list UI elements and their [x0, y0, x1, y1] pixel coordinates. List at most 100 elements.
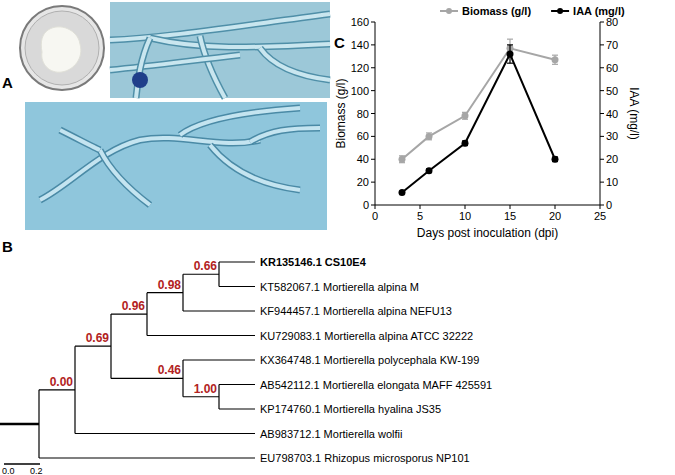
- y2-axis-label: IAA (mg/l): [627, 87, 641, 140]
- tree-branch: [219, 384, 255, 385]
- error-bar: [399, 156, 405, 163]
- y-tick-label: 100: [351, 85, 369, 97]
- x-axis-label: Days post inoculation (dpi): [417, 226, 558, 240]
- y2-tick-label: 40: [606, 108, 618, 120]
- hypha: [260, 48, 330, 80]
- y2-tick-label: 10: [606, 176, 618, 188]
- error-bar-cap: [507, 44, 513, 45]
- legend-marker: [446, 8, 452, 14]
- plot-area: [399, 39, 559, 196]
- colony: [41, 27, 81, 72]
- marker: [426, 133, 433, 140]
- error-bar: [426, 133, 432, 140]
- y2-tick: [600, 44, 604, 45]
- tree-branch: [147, 335, 255, 336]
- y-tick-label: 80: [357, 108, 369, 120]
- marker: [426, 167, 433, 174]
- hypha-outline: [60, 130, 100, 150]
- panel-label: C: [334, 34, 345, 51]
- hypha-outline: [110, 14, 330, 40]
- tree-branch: [75, 433, 255, 434]
- hypha: [136, 38, 150, 98]
- scale-label: 0.2: [30, 466, 43, 475]
- legend-marker: [557, 8, 563, 14]
- tree-root: [0, 423, 39, 426]
- y-tick: [371, 22, 375, 23]
- scale-bar: [4, 463, 40, 465]
- marker: [462, 112, 469, 119]
- leaf-label: KP174760.1 Mortierella hyalina JS35: [260, 403, 441, 415]
- x-axis: [375, 205, 600, 206]
- tree-branch: [219, 286, 255, 287]
- y2-tick: [600, 159, 604, 160]
- y2-tick: [600, 22, 604, 23]
- hypha: [250, 128, 320, 142]
- hypha-outline: [200, 36, 225, 98]
- hypha: [100, 150, 150, 205]
- tree-branch: [111, 378, 183, 379]
- x-tick-label: 15: [504, 210, 516, 222]
- marker: [552, 56, 559, 63]
- error-bar-cap: [552, 55, 558, 56]
- y-tick-label: 140: [351, 39, 369, 51]
- legend-label: IAA (mg/l): [573, 5, 625, 17]
- panel-label: A: [2, 74, 13, 91]
- hypha: [110, 55, 240, 70]
- y2-tick-label: 70: [606, 39, 618, 51]
- leaf-label: EU798703.1 Rhizopus microsporus NP101: [260, 452, 470, 464]
- y-tick: [371, 90, 375, 91]
- error-bar-cap: [552, 64, 558, 65]
- y-tick-label: 120: [351, 62, 369, 74]
- y-tick: [371, 182, 375, 183]
- hypha-outline: [210, 145, 300, 190]
- leaf-label: KU729083.1 Mortierella alpina ATCC 32222: [260, 330, 473, 342]
- tree-branch: [75, 346, 111, 347]
- x-tick: [375, 205, 376, 209]
- y-tick-label: 40: [357, 153, 369, 165]
- hypha-outline: [110, 55, 240, 70]
- error-bar: [462, 112, 468, 119]
- hypha-outline: [100, 150, 150, 205]
- support-value: 0.66: [194, 259, 218, 273]
- y2-tick: [600, 136, 604, 137]
- y-tick: [371, 136, 375, 137]
- tree-branch: [183, 396, 219, 397]
- x-tick-label: 25: [594, 210, 606, 222]
- marker: [399, 156, 406, 163]
- support-value: 1.00: [194, 382, 218, 396]
- figure: AB0.660.980.961.000.460.690.00KR135146.1…: [0, 0, 675, 475]
- series-line: [402, 54, 555, 192]
- y2-tick-label: 20: [606, 153, 618, 165]
- x-tick-label: 5: [417, 210, 423, 222]
- micrograph-1: [110, 2, 330, 98]
- y-tick-label: 160: [351, 16, 369, 28]
- panel-b: 0.660.980.961.000.460.690.00KR135146.1 C…: [0, 256, 492, 475]
- y2-tick: [600, 67, 604, 68]
- hypha-outline: [40, 138, 260, 200]
- leaf-label: KT582067.1 Mortierella alpina M: [260, 281, 419, 293]
- hypha-outline: [150, 38, 330, 47]
- support-value: 0.69: [86, 331, 110, 345]
- x-tick: [510, 205, 511, 209]
- support-value: 0.00: [50, 375, 74, 389]
- hypha-outline: [260, 48, 330, 80]
- marker: [507, 51, 514, 58]
- y2-tick-label: 80: [606, 16, 618, 28]
- hypha: [200, 36, 225, 98]
- panel-a: [18, 2, 330, 230]
- x-tick: [555, 205, 556, 209]
- y-tick: [371, 44, 375, 45]
- y2-tick: [600, 205, 604, 206]
- dish-background: [18, 2, 106, 96]
- y2-tick-label: 50: [606, 85, 618, 97]
- y2-tick: [600, 90, 604, 91]
- support-value: 0.98: [158, 278, 182, 292]
- y-tick: [371, 159, 375, 160]
- scale-label: 0.0: [2, 466, 15, 475]
- micrograph-2: [25, 102, 327, 230]
- hypha: [40, 138, 260, 200]
- hypha: [150, 38, 330, 47]
- panel-c: 0510152025020406080100120140160010203040…: [334, 5, 641, 240]
- legend: Biomass (g/l)IAA (mg/l): [440, 5, 625, 17]
- error-bar-cap: [507, 63, 513, 64]
